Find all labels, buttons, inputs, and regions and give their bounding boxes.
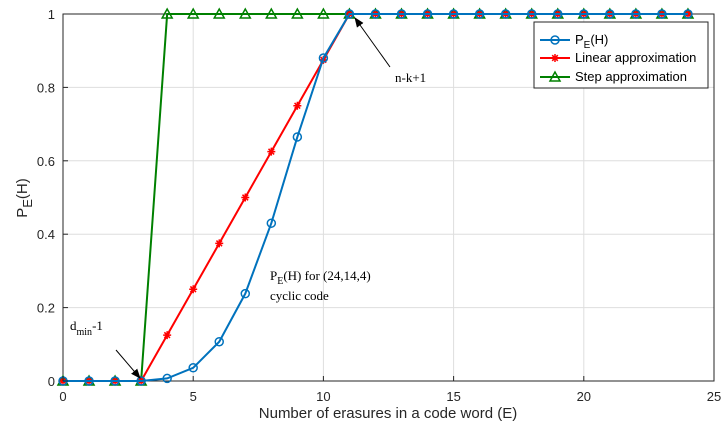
data-point-pe (84, 376, 94, 386)
data-point-pe (214, 336, 224, 347)
data-point-pe (657, 9, 667, 19)
data-point-linear (241, 193, 250, 202)
annotation-pe-note: PE(H) for (24,14,4) cyclic code (270, 268, 371, 303)
annotation-nk-arrow (354, 17, 391, 68)
data-point-pe (240, 288, 251, 299)
data-point-pe (266, 218, 277, 228)
data-point-linear (293, 101, 302, 110)
data-point-linear (267, 147, 276, 156)
x-axis-label: Number of erasures in a code word (E) (259, 405, 517, 422)
legend-symbol-pe (540, 35, 570, 45)
data-point-pe (474, 9, 485, 19)
data-point-pe (448, 9, 459, 19)
data-point-pe (318, 53, 329, 63)
y-axis-label: PE(H) (14, 178, 35, 218)
legend-marker-step (548, 70, 562, 82)
legend-pe-sub: E (584, 40, 591, 51)
data-point-step (317, 7, 330, 19)
data-point-step (239, 7, 252, 19)
annotation-pe-sub: E (277, 276, 283, 287)
annotation-pe-rest: (H) for (24,14,4) (283, 268, 370, 283)
data-point-pe (631, 9, 641, 19)
annotation-dmin-main: d (70, 318, 77, 333)
x-tick-label: 0 (59, 389, 66, 404)
data-point-pe (579, 9, 589, 19)
legend-pe-rest: (H) (590, 32, 608, 47)
legend-label-linear: Linear approximation (575, 50, 696, 65)
data-point-pe (136, 376, 146, 386)
data-point-pe (605, 9, 615, 19)
data-point-pe (396, 9, 407, 19)
x-tick-label: 15 (446, 389, 460, 404)
legend-symbol-step (540, 70, 570, 82)
data-point-pe (188, 363, 198, 373)
data-point-pe (422, 9, 433, 19)
data-point-step (160, 7, 174, 19)
data-point-pe (292, 132, 303, 142)
data-point-pe (553, 9, 563, 19)
data-point-step (212, 7, 226, 19)
annotation-dmin-arrow (115, 349, 141, 379)
y-tick-label: 0.8 (37, 80, 55, 95)
series-pe (58, 9, 693, 386)
x-tick-label: 20 (577, 389, 591, 404)
data-point-step (265, 7, 278, 19)
y-tick-label: 0.6 (37, 154, 55, 169)
data-point-pe (526, 9, 537, 19)
y-axis-label-sub: E (20, 199, 35, 208)
tick-labels: 0 5 10 15 20 25 0 0.2 0.4 0.6 0.8 1 (37, 7, 721, 404)
data-point-pe (110, 376, 120, 386)
data-point-step (186, 7, 200, 19)
y-tick-label: 0.2 (37, 301, 55, 316)
x-tick-label: 5 (190, 389, 197, 404)
legend: PE(H) Linear approximation Step approxim… (533, 21, 709, 89)
series-layer (56, 7, 695, 386)
y-tick-label: 1 (48, 7, 55, 22)
data-point-pe (683, 9, 693, 19)
data-point-pe (162, 373, 172, 384)
x-tick-label: 25 (707, 389, 721, 404)
annotation-dmin-text: dmin-1 (70, 318, 103, 338)
y-tick-label: 0 (48, 374, 55, 389)
annotation-pe-line1: PE(H) for (24,14,4) (270, 268, 371, 287)
annotation-dmin-rest: -1 (92, 318, 103, 333)
annotation-pe-main: P (270, 268, 277, 283)
annotation-dmin-sub: min (77, 327, 93, 338)
legend-marker-linear (551, 54, 559, 62)
annotation-nk-text: n-k+1 (395, 70, 426, 85)
legend-pe-main: P (575, 32, 584, 47)
series-line-pe (63, 13, 688, 382)
legend-marker-pe (550, 35, 560, 45)
data-point-linear (163, 331, 172, 340)
y-axis-label-rest: (H) (14, 178, 31, 199)
legend-symbol-linear (540, 54, 570, 62)
legend-label-pe: PE(H) (575, 32, 608, 51)
y-tick-label: 0.4 (37, 227, 55, 242)
data-point-pe (370, 9, 381, 19)
annotation-nk: n-k+1 (354, 17, 426, 85)
legend-label-step: Step approximation (575, 69, 687, 84)
annotation-dmin: dmin-1 (70, 318, 141, 379)
data-point-pe (500, 9, 511, 19)
data-point-linear (189, 285, 198, 294)
data-point-linear (215, 239, 224, 248)
x-tick-label: 10 (316, 389, 330, 404)
y-axis-label-main: P (14, 208, 31, 218)
annotation-pe-line2: cyclic code (270, 288, 329, 303)
data-point-pe (344, 9, 355, 19)
data-point-step (291, 7, 304, 19)
